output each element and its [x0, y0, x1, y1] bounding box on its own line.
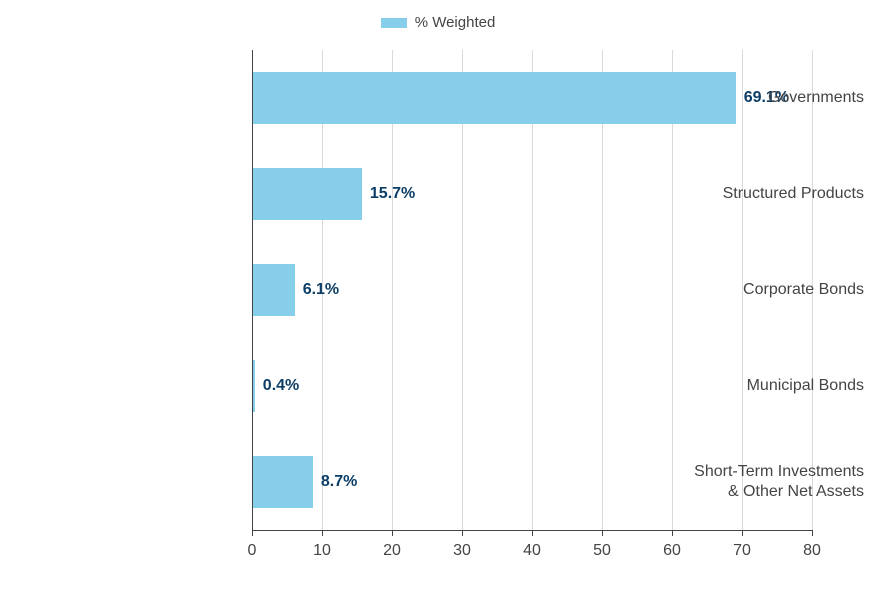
x-axis-tick-label: 10: [313, 542, 331, 560]
x-axis-tick-label: 60: [663, 542, 681, 560]
bar: [252, 264, 295, 317]
y-axis-category-label: Municipal Bonds: [654, 376, 864, 396]
bar-value-label: 0.4%: [263, 377, 299, 395]
x-tick: [672, 530, 673, 536]
x-axis-tick-label: 20: [383, 542, 401, 560]
x-tick: [392, 530, 393, 536]
x-axis-tick-label: 50: [593, 542, 611, 560]
bar: [252, 456, 313, 509]
legend-swatch: [381, 18, 407, 28]
bar: [252, 168, 362, 221]
y-axis-line: [252, 50, 253, 530]
chart-legend: % Weighted: [0, 14, 876, 33]
bar-value-label: 6.1%: [303, 281, 339, 299]
x-axis-tick-label: 0: [248, 542, 257, 560]
x-tick: [602, 530, 603, 536]
x-axis-tick-label: 80: [803, 542, 821, 560]
y-axis-category-label: Corporate Bonds: [654, 280, 864, 300]
x-axis-tick-label: 70: [733, 542, 751, 560]
x-axis-tick-label: 40: [523, 542, 541, 560]
x-tick: [322, 530, 323, 536]
legend-label: % Weighted: [415, 14, 496, 31]
y-axis-category-label: Governments: [654, 88, 864, 108]
y-axis-category-label: Short-Term Investments& Other Net Assets: [654, 462, 864, 502]
x-tick: [742, 530, 743, 536]
x-tick: [812, 530, 813, 536]
y-axis-category-label: Structured Products: [654, 184, 864, 204]
x-tick: [252, 530, 253, 536]
x-tick: [532, 530, 533, 536]
bar-value-label: 15.7%: [370, 185, 415, 203]
legend-item: % Weighted: [381, 14, 496, 31]
x-axis-tick-label: 30: [453, 542, 471, 560]
bar-value-label: 8.7%: [321, 473, 357, 491]
x-tick: [462, 530, 463, 536]
weighted-allocation-chart: % Weighted 69.1%15.7%6.1%0.4%8.7% Govern…: [0, 0, 876, 600]
